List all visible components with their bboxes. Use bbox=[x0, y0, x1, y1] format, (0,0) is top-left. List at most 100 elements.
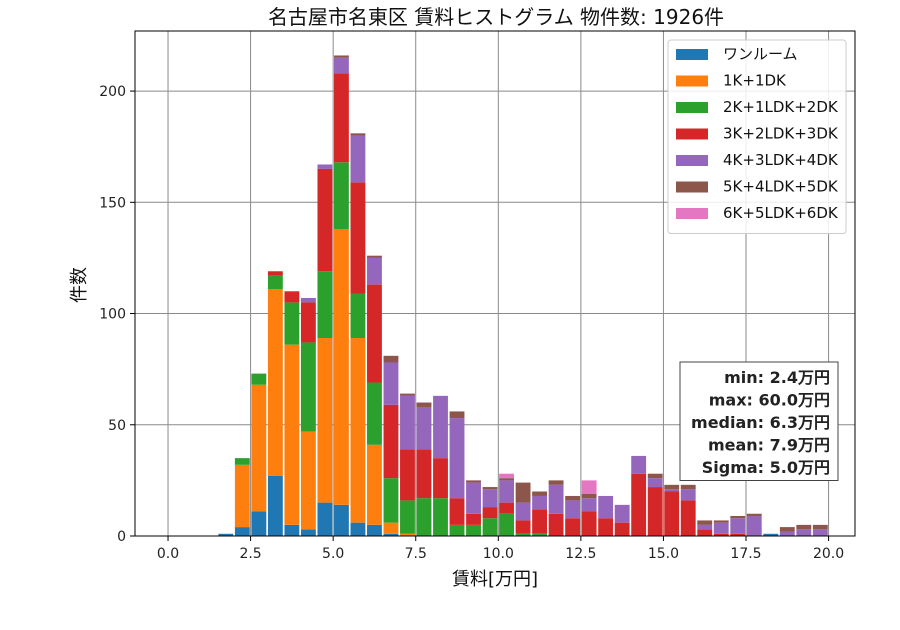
stats-frame bbox=[679, 361, 839, 481]
stats-line-2: median: 6.3万円 bbox=[691, 413, 830, 432]
bar-6-17 bbox=[499, 473, 514, 479]
bar-3-18 bbox=[515, 520, 531, 534]
x-tick-label-0: 0.0 bbox=[157, 546, 179, 562]
bar-4-21 bbox=[565, 500, 581, 519]
bar-5-14 bbox=[449, 411, 465, 419]
bar-4-35 bbox=[796, 529, 812, 536]
bar-5-18 bbox=[515, 482, 531, 503]
bar-3-7 bbox=[333, 73, 349, 163]
bar-2-5 bbox=[300, 342, 316, 432]
bar-1-2 bbox=[251, 384, 267, 512]
bar-3-21 bbox=[565, 518, 581, 536]
bar-4-22 bbox=[581, 498, 597, 512]
bar-0-7 bbox=[333, 504, 349, 536]
bar-0-4 bbox=[284, 524, 300, 536]
bar-3-17 bbox=[499, 502, 514, 514]
bar-1-8 bbox=[350, 338, 366, 523]
bar-5-22 bbox=[581, 493, 597, 499]
y-tick-label-4: 200 bbox=[99, 84, 126, 100]
bar-3-6 bbox=[317, 168, 333, 272]
bar-1-3 bbox=[267, 289, 283, 476]
x-tick-label-4: 10.0 bbox=[483, 546, 514, 562]
bar-2-18 bbox=[515, 533, 531, 536]
bar-5-10 bbox=[383, 355, 399, 363]
legend-swatch-1 bbox=[676, 75, 708, 87]
bar-5-31 bbox=[730, 515, 746, 519]
bar-5-17 bbox=[499, 478, 514, 481]
bar-4-12 bbox=[416, 406, 432, 450]
y-tick-label-0: 0 bbox=[117, 529, 126, 545]
legend-label-3: 3K+2LDK+3DK bbox=[723, 125, 839, 143]
bar-3-25 bbox=[631, 473, 647, 536]
bar-4-10 bbox=[383, 362, 399, 405]
bar-1-5 bbox=[300, 431, 316, 530]
bar-3-15 bbox=[466, 513, 481, 525]
bar-4-25 bbox=[631, 455, 647, 474]
bar-5-32 bbox=[746, 513, 762, 516]
bar-0-33 bbox=[763, 533, 779, 536]
bar-2-15 bbox=[466, 524, 481, 536]
bar-4-8 bbox=[350, 135, 366, 183]
bar-1-1 bbox=[234, 464, 250, 528]
bar-5-8 bbox=[350, 133, 366, 136]
bar-0-3 bbox=[267, 475, 283, 536]
legend-label-6: 6K+5LDK+6DK bbox=[723, 204, 839, 222]
bar-3-19 bbox=[532, 509, 548, 534]
bar-0-10 bbox=[383, 533, 399, 536]
bar-1-10 bbox=[383, 522, 399, 534]
bar-4-5 bbox=[300, 297, 316, 303]
bar-2-19 bbox=[532, 533, 548, 536]
bar-0-5 bbox=[300, 529, 316, 536]
bar-3-31 bbox=[730, 533, 746, 536]
bar-4-18 bbox=[515, 502, 531, 521]
bar-5-30 bbox=[713, 520, 729, 523]
bar-2-10 bbox=[383, 478, 399, 523]
legend-frame bbox=[667, 39, 847, 234]
stats-box: min: 2.4万円 max: 60.0万円 median: 6.3万円 mean: … bbox=[679, 361, 839, 481]
bar-3-9 bbox=[367, 284, 382, 383]
bar-4-27 bbox=[664, 489, 680, 492]
bar-5-15 bbox=[466, 480, 481, 483]
legend-swatch-0 bbox=[676, 49, 708, 60]
bar-3-13 bbox=[433, 458, 448, 499]
x-axis-title: 賃料[万円] bbox=[452, 569, 538, 590]
bar-5-12 bbox=[416, 402, 432, 407]
bar-1-9 bbox=[367, 444, 382, 525]
legend-swatch-3 bbox=[676, 128, 708, 140]
bar-2-2 bbox=[251, 373, 267, 385]
bar-series bbox=[218, 55, 828, 536]
bar-5-20 bbox=[548, 480, 564, 485]
x-tick-label-6: 15.0 bbox=[648, 546, 679, 562]
bar-3-12 bbox=[416, 449, 432, 499]
bar-5-34 bbox=[779, 527, 795, 532]
x-tick-label-8: 20.0 bbox=[813, 546, 844, 562]
legend-swatch-6 bbox=[676, 208, 708, 219]
bar-3-29 bbox=[697, 529, 713, 536]
bar-4-9 bbox=[367, 257, 382, 285]
y-tick-label-3: 150 bbox=[99, 195, 126, 211]
bar-3-26 bbox=[647, 487, 663, 536]
stats-line-4: Sigma: 5.0万円 bbox=[702, 458, 830, 477]
stats-line-1: max: 60.0万円 bbox=[709, 391, 830, 410]
bar-3-10 bbox=[383, 404, 399, 479]
bar-4-16 bbox=[482, 489, 498, 508]
bar-0-8 bbox=[350, 522, 366, 536]
y-tick-label-1: 50 bbox=[108, 418, 126, 434]
bar-3-23 bbox=[598, 518, 614, 536]
bar-2-1 bbox=[234, 458, 250, 465]
bar-4-36 bbox=[812, 529, 828, 536]
bar-3-22 bbox=[581, 511, 597, 536]
bar-1-6 bbox=[317, 338, 333, 503]
bar-4-24 bbox=[614, 504, 630, 523]
bar-5-36 bbox=[812, 524, 828, 530]
plot-frame bbox=[134, 30, 856, 537]
bar-2-8 bbox=[350, 293, 366, 339]
chart-title: 名古屋市名東区 賃料ヒストグラム 物件数: 1926件 bbox=[268, 5, 724, 29]
bar-3-28 bbox=[680, 500, 696, 536]
bar-0-9 bbox=[367, 524, 382, 536]
bar-0-6 bbox=[317, 502, 333, 536]
bar-4-17 bbox=[499, 480, 514, 503]
bar-5-26 bbox=[647, 473, 663, 479]
